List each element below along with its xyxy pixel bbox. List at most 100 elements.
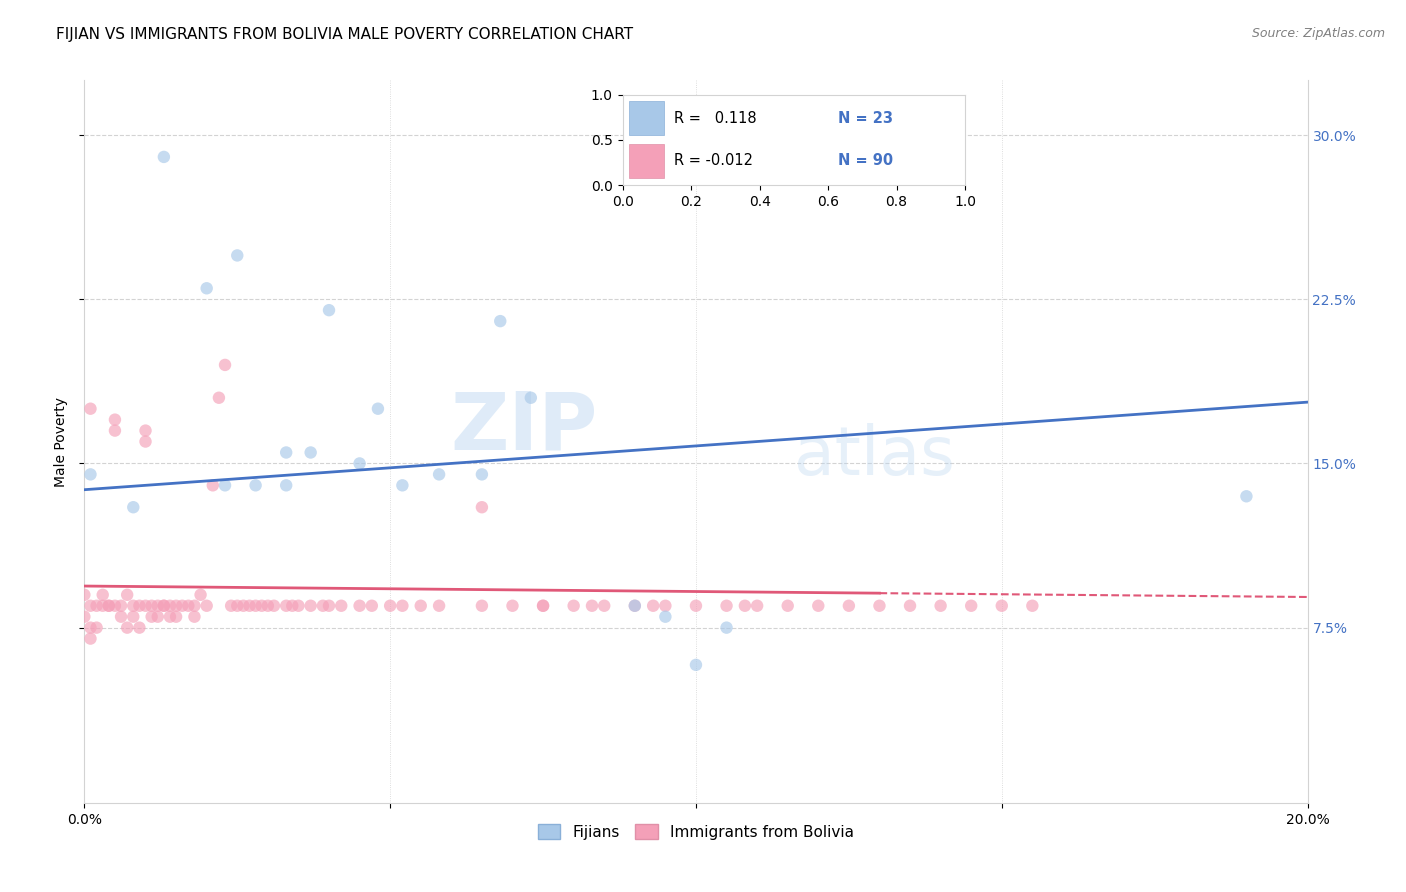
Point	[531, 599, 554, 613]
Point	[409, 599, 432, 613]
Point	[734, 599, 756, 613]
Point	[86, 599, 108, 613]
Point	[97, 599, 120, 613]
Point	[195, 281, 218, 295]
Point	[79, 621, 101, 635]
Point	[91, 599, 114, 613]
Point	[104, 599, 127, 613]
Point	[716, 599, 738, 613]
Point	[122, 609, 145, 624]
Point	[869, 599, 891, 613]
Point	[122, 500, 145, 515]
Point	[238, 599, 260, 613]
Point	[214, 358, 236, 372]
Point	[380, 599, 402, 613]
Point	[807, 599, 830, 613]
Point	[276, 478, 298, 492]
Point	[190, 588, 212, 602]
Point	[276, 445, 298, 459]
Point	[226, 599, 249, 613]
Point	[581, 599, 603, 613]
Point	[276, 599, 298, 613]
Point	[91, 588, 114, 602]
Point	[1236, 489, 1258, 503]
Point	[257, 599, 280, 613]
Point	[312, 599, 335, 613]
Point	[716, 621, 738, 635]
Point	[776, 599, 799, 613]
Point	[135, 599, 157, 613]
Text: FIJIAN VS IMMIGRANTS FROM BOLIVIA MALE POVERTY CORRELATION CHART: FIJIAN VS IMMIGRANTS FROM BOLIVIA MALE P…	[56, 27, 633, 42]
Point	[135, 424, 157, 438]
Point	[471, 467, 494, 482]
Point	[141, 609, 163, 624]
Point	[1021, 599, 1043, 613]
Point	[471, 599, 494, 613]
Point	[330, 599, 353, 613]
Point	[115, 588, 138, 602]
Point	[299, 599, 322, 613]
Point	[97, 599, 120, 613]
Point	[624, 599, 647, 613]
Point	[281, 599, 304, 613]
Point	[654, 609, 676, 624]
Point	[146, 599, 169, 613]
Point	[86, 621, 108, 635]
Point	[502, 599, 524, 613]
Point	[177, 599, 200, 613]
Point	[183, 599, 205, 613]
Point	[165, 609, 187, 624]
Text: Source: ZipAtlas.com: Source: ZipAtlas.com	[1251, 27, 1385, 40]
Point	[250, 599, 273, 613]
Point	[115, 621, 138, 635]
Point	[141, 599, 163, 613]
Point	[79, 401, 101, 416]
Text: atlas: atlas	[794, 423, 955, 489]
Point	[489, 314, 512, 328]
Point	[135, 434, 157, 449]
Point	[73, 609, 96, 624]
Point	[165, 599, 187, 613]
Point	[318, 303, 340, 318]
Point	[747, 599, 769, 613]
Point	[624, 599, 647, 613]
Point	[838, 599, 860, 613]
Point	[110, 609, 132, 624]
Point	[159, 599, 181, 613]
Point	[349, 599, 371, 613]
Point	[128, 599, 150, 613]
Point	[122, 599, 145, 613]
Point	[654, 599, 676, 613]
Point	[104, 412, 127, 426]
Point	[520, 391, 543, 405]
Text: ZIP: ZIP	[451, 388, 598, 467]
Point	[232, 599, 254, 613]
Point	[685, 599, 707, 613]
Point	[104, 424, 127, 438]
Point	[128, 621, 150, 635]
Point	[245, 478, 267, 492]
Point	[929, 599, 952, 613]
Point	[299, 445, 322, 459]
Point	[79, 632, 101, 646]
Point	[159, 609, 181, 624]
Point	[79, 599, 101, 613]
Point	[110, 599, 132, 613]
Legend: Fijians, Immigrants from Bolivia: Fijians, Immigrants from Bolivia	[531, 818, 860, 846]
Point	[153, 599, 176, 613]
Point	[73, 588, 96, 602]
Point	[172, 599, 194, 613]
Point	[226, 248, 249, 262]
Point	[219, 599, 242, 613]
Point	[208, 391, 231, 405]
Point	[287, 599, 309, 613]
Point	[360, 599, 382, 613]
Point	[153, 599, 176, 613]
Point	[427, 599, 450, 613]
Point	[349, 457, 371, 471]
Point	[318, 599, 340, 613]
Point	[79, 467, 101, 482]
Point	[245, 599, 267, 613]
Point	[991, 599, 1014, 613]
Point	[391, 599, 413, 613]
